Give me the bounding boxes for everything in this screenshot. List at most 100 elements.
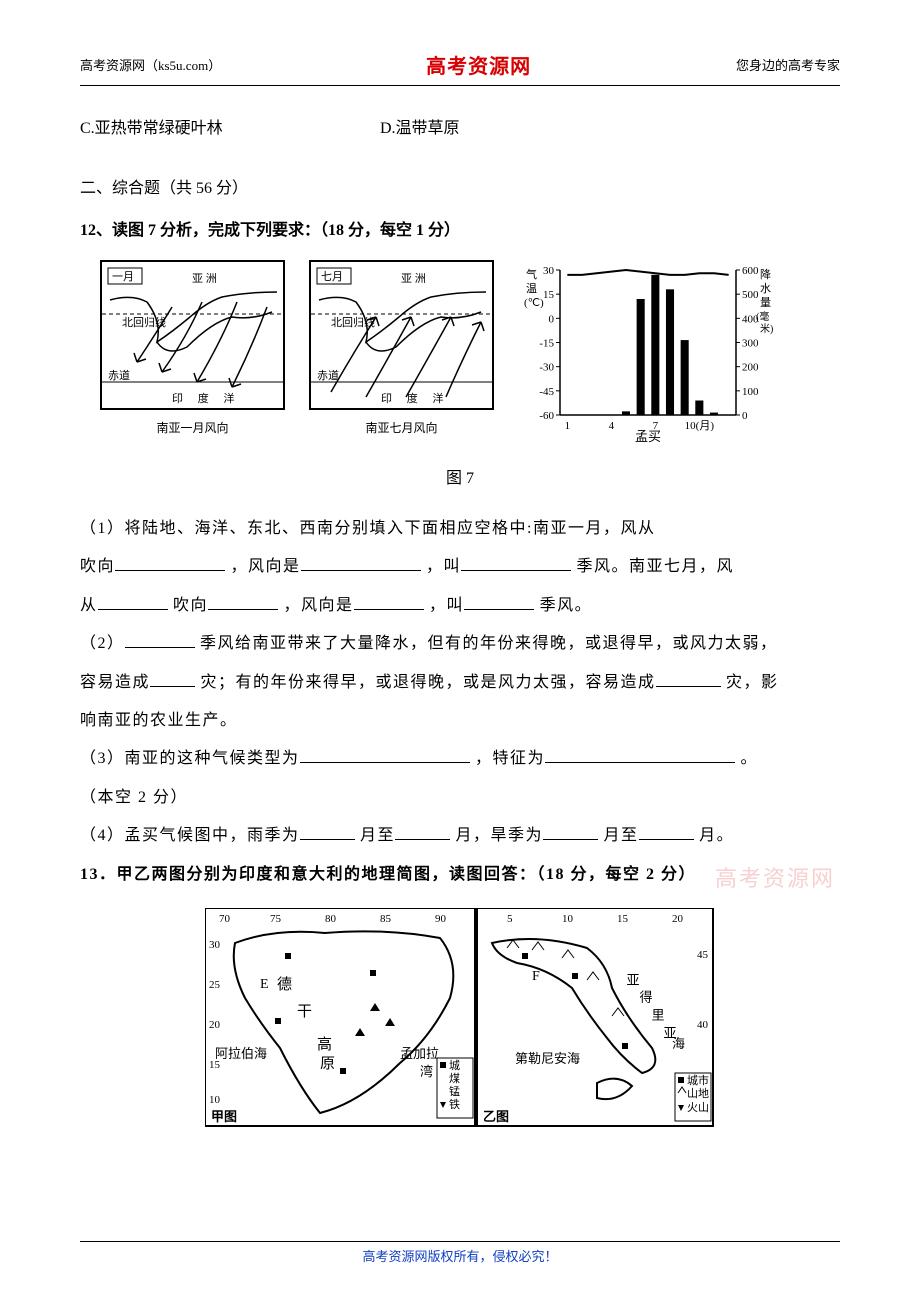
map-july-svg: 七月 亚 洲 北回归线 赤道 印 度 洋	[309, 260, 494, 410]
svg-text:城市: 城市	[687, 1073, 709, 1087]
svg-text:赤道: 赤道	[108, 368, 130, 382]
header-left: 高考资源网（ks5u.com）	[80, 55, 221, 74]
svg-text:城: 城	[449, 1059, 460, 1072]
svg-text:印 度 洋: 印 度 洋	[172, 391, 241, 405]
q12-p1a: （1）将陆地、海洋、东北、西南分别填入下面相应空格中:南亚一月，风从	[80, 520, 655, 537]
svg-text:一月: 一月	[112, 271, 134, 283]
blank	[98, 594, 168, 610]
svg-text:15: 15	[543, 289, 555, 301]
q12-p2f: 响南亚的农业生产。	[80, 712, 238, 729]
q12-p3d: （本空 2 分）	[80, 789, 188, 806]
blank	[208, 594, 278, 610]
blank	[395, 824, 450, 840]
svg-text:铁: 铁	[449, 1098, 460, 1111]
blank	[464, 594, 534, 610]
bottom-maps: 70 75 80 85 90 3025201510 E 德 干 高 原 阿拉伯海…	[80, 908, 840, 1133]
svg-text:85: 85	[380, 913, 392, 925]
q12-p2a: （2）	[80, 635, 125, 652]
q12-p1c: ，风向是	[231, 558, 301, 575]
blank	[543, 824, 598, 840]
options-row: C.亚热带常绿硬叶林 D.温带草原	[80, 114, 840, 138]
svg-text:水: 水	[760, 282, 771, 295]
svg-text:-60: -60	[539, 410, 554, 422]
svg-text:原: 原	[320, 1056, 335, 1072]
svg-text:甲图: 甲图	[211, 1109, 237, 1124]
svg-text:(℃): (℃)	[524, 297, 544, 309]
q12-p1i: ，叫	[429, 597, 464, 614]
india-italy-maps: 70 75 80 85 90 3025201510 E 德 干 高 原 阿拉伯海…	[205, 908, 715, 1128]
svg-text:100: 100	[742, 386, 759, 398]
figure-7-label: 图 7	[80, 464, 840, 488]
svg-text:米): 米)	[760, 322, 773, 335]
option-d: D.温带草原	[380, 114, 460, 138]
option-c: C.亚热带常绿硬叶林	[80, 114, 380, 138]
blank	[301, 555, 421, 571]
svg-text:5: 5	[507, 913, 513, 925]
svg-text:赤道: 赤道	[317, 368, 339, 382]
svg-text:25: 25	[209, 979, 221, 991]
footer-text: 高考资源网版权所有，侵权必究！	[362, 1249, 557, 1264]
q12-p4a: （4）孟买气候图中，雨季为	[80, 827, 300, 844]
svg-text:印 度 洋: 印 度 洋	[381, 391, 450, 405]
mumbai-chart: 30150-15-30-45-6060050040030020010001471…	[518, 260, 778, 450]
svg-text:90: 90	[435, 913, 447, 925]
q12-p2d: 灾；有的年份来得早，或退得晚，或是风力太强，容易造成	[201, 674, 656, 691]
svg-text:0: 0	[742, 410, 748, 422]
svg-text:600: 600	[742, 265, 759, 277]
svg-text:亚: 亚	[625, 973, 640, 986]
svg-text:-15: -15	[539, 338, 554, 350]
svg-text:得: 得	[638, 989, 653, 1003]
svg-text:第勒尼安海: 第勒尼安海	[515, 1051, 580, 1066]
svg-text:里: 里	[650, 1008, 665, 1021]
q12-p4b: 月至	[360, 827, 395, 844]
section-2-title: 二、综合题（共 56 分）	[80, 174, 840, 198]
q12-p2c: 容易造成	[80, 674, 150, 691]
svg-text:阿拉伯海: 阿拉伯海	[215, 1046, 267, 1061]
svg-text:500: 500	[742, 289, 759, 301]
figure-row: 一月 亚 洲 北回归线 赤道 印 度 洋 南亚一月风向 七月 亚 洲	[100, 260, 840, 450]
q12-p2b: 季风给南亚带来了大量降水，但有的年份来得晚，或退得早，或风力太弱，	[200, 635, 778, 652]
svg-text:30: 30	[209, 939, 221, 951]
svg-text:降: 降	[760, 267, 771, 281]
q12-p1h: ，风向是	[284, 597, 354, 614]
svg-text:200: 200	[742, 362, 759, 374]
q12-body: （1）将陆地、海洋、东北、西南分别填入下面相应空格中:南亚一月，风从 吹向 ，风…	[80, 510, 840, 894]
svg-text:山地: 山地	[687, 1087, 709, 1100]
svg-text:20: 20	[209, 1019, 221, 1031]
q12-p4e: 月。	[699, 827, 734, 844]
blank	[354, 594, 424, 610]
q13-title: 13．甲乙两图分别为印度和意大利的地理简图，读图回答：（18 分，每空 2 分）	[80, 866, 696, 883]
svg-text:70: 70	[219, 913, 231, 925]
blank	[545, 747, 735, 763]
blank	[656, 671, 721, 687]
header-right: 您身边的高考专家	[736, 55, 840, 74]
svg-text:湾: 湾	[420, 1064, 433, 1079]
svg-text:七月: 七月	[321, 270, 343, 283]
svg-text:15: 15	[617, 913, 629, 925]
svg-text:亚 洲: 亚 洲	[192, 273, 217, 285]
q12-p3c: 。	[741, 750, 759, 767]
blank	[300, 747, 470, 763]
svg-text:孟加拉: 孟加拉	[400, 1046, 439, 1061]
svg-text:30: 30	[543, 265, 555, 277]
svg-text:80: 80	[325, 913, 337, 925]
blank	[461, 555, 571, 571]
blank	[125, 632, 195, 648]
map-january-svg: 一月 亚 洲 北回归线 赤道 印 度 洋	[100, 260, 285, 410]
map-july: 七月 亚 洲 北回归线 赤道 印 度 洋 南亚七月风向	[309, 260, 494, 436]
svg-text:10(月): 10(月)	[685, 420, 715, 432]
q12-p1f: 从	[80, 597, 98, 614]
svg-text:45: 45	[697, 949, 709, 961]
svg-text:E: E	[260, 977, 269, 992]
q12-p1j: 季风。	[540, 597, 593, 614]
map-july-caption: 南亚七月风向	[309, 419, 494, 436]
svg-text:高: 高	[315, 1036, 332, 1051]
svg-text:-45: -45	[539, 386, 554, 398]
svg-text:F: F	[532, 969, 540, 984]
svg-text:20: 20	[672, 913, 684, 925]
blank	[150, 671, 195, 687]
svg-text:孟买: 孟买	[635, 429, 661, 444]
svg-text:0: 0	[549, 313, 555, 325]
blank	[639, 824, 694, 840]
svg-text:海: 海	[672, 1036, 685, 1051]
